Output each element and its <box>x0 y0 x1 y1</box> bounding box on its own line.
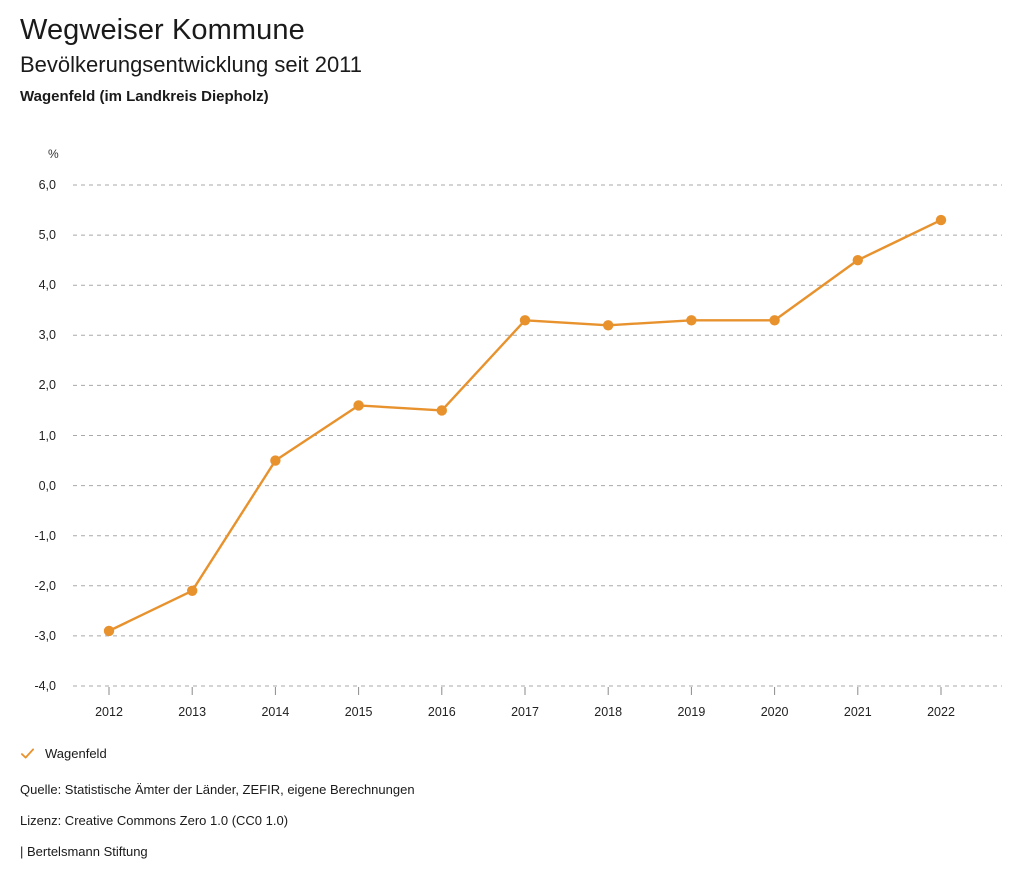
x-axis-label: 2019 <box>677 705 706 719</box>
location-label: Wagenfeld (im Landkreis Diepholz) <box>20 87 269 105</box>
y-axis-label: -2,0 <box>34 578 56 593</box>
x-axis-label: 2013 <box>178 705 207 719</box>
series-line <box>107 218 943 633</box>
x-axis-label: 2017 <box>511 705 539 719</box>
data-point[interactable] <box>852 254 863 266</box>
chart-legend[interactable]: Wagenfeld <box>20 746 107 761</box>
y-axis-label: 5,0 <box>38 228 56 243</box>
data-point[interactable] <box>353 400 364 411</box>
x-axis-label: 2022 <box>927 705 955 719</box>
data-point[interactable] <box>270 455 281 466</box>
check-icon <box>20 748 35 759</box>
header: Wegweiser Kommune Bevölkerungsentwicklun… <box>20 14 1000 106</box>
y-axis-label: -3,0 <box>34 628 56 643</box>
y-axis-label: 6,0 <box>38 178 56 192</box>
y-axis-label: 3,0 <box>38 328 56 343</box>
x-axis-label: 2014 <box>261 705 290 719</box>
x-axis-label: 2021 <box>843 705 872 719</box>
data-point[interactable] <box>103 625 115 637</box>
chart-container: % 6,0 5,0 4,0 3,0 2,0 1,0 0,0 -1,0 -2,0 -3,0 -4,0 … <box>34 147 1002 719</box>
data-point[interactable] <box>935 214 947 226</box>
data-point[interactable] <box>686 315 697 326</box>
data-point[interactable] <box>436 405 447 416</box>
license-text: Lizenz: Creative Commons Zero 1.0 (CC0 1… <box>20 813 289 828</box>
y-axis-label: -1,0 <box>34 528 56 543</box>
y-axis-unit: % <box>48 147 59 161</box>
y-axis-label: 4,0 <box>38 278 56 293</box>
publisher-text: | Bertelsmann Stiftung <box>20 844 148 859</box>
data-point[interactable] <box>519 315 531 326</box>
data-point[interactable] <box>187 585 198 597</box>
y-axis-label: 2,0 <box>38 378 56 393</box>
x-axis-label: 2016 <box>427 705 456 719</box>
data-point[interactable] <box>769 315 780 326</box>
line-chart-plot <box>73 184 1002 695</box>
data-point[interactable] <box>603 320 614 331</box>
source-text: Quelle: Statistische Ämter der Länder, Z… <box>20 782 415 797</box>
x-axis-label: 2012 <box>95 705 123 719</box>
page-title: Wegweiser Kommune <box>20 14 305 46</box>
legend-item-label: Wagenfeld <box>45 746 107 761</box>
y-axis-label: 0,0 <box>38 478 56 493</box>
x-axis-label: 2018 <box>594 705 623 719</box>
x-axis-label: 2015 <box>344 705 373 719</box>
y-axis-label: -4,0 <box>34 679 56 693</box>
chart-footer: Quelle: Statistische Ämter der Länder, Z… <box>20 783 980 858</box>
page-subtitle: Bevölkerungsentwicklung seit 2011 <box>20 52 363 78</box>
x-axis-label: 2020 <box>760 705 789 719</box>
y-axis-label: 1,0 <box>38 428 56 443</box>
